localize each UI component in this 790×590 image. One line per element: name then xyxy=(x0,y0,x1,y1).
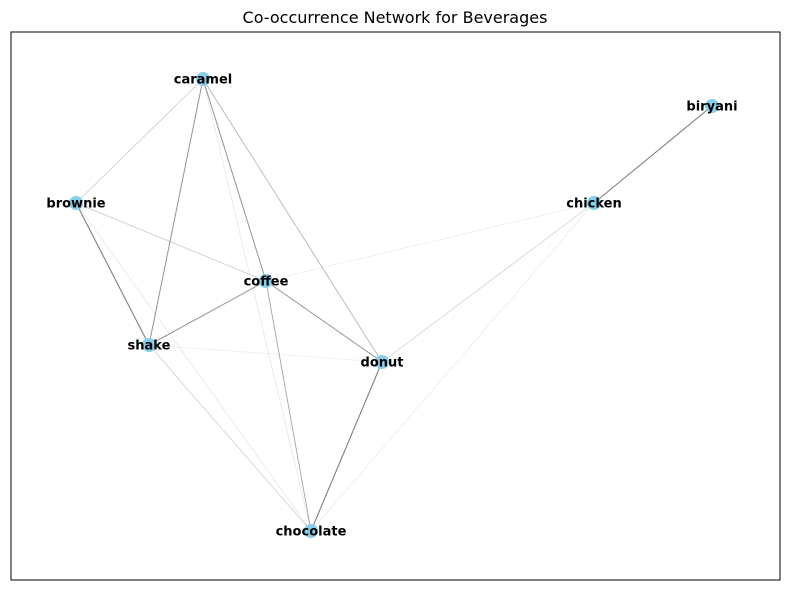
edge-caramel-coffee xyxy=(202,78,267,282)
node-caramel xyxy=(196,72,210,86)
node-label-donut: donut xyxy=(361,356,404,371)
node-chicken xyxy=(587,196,601,210)
edge-shake-chocolate xyxy=(148,344,312,532)
node-label-caramel: caramel xyxy=(174,73,232,88)
edge-donut-chocolate xyxy=(310,361,383,532)
edge-caramel-chocolate xyxy=(202,78,312,532)
edge-caramel-brownie xyxy=(75,78,204,204)
node-brownie xyxy=(69,196,83,210)
edge-brownie-shake xyxy=(75,202,150,346)
nodes-layer xyxy=(69,72,719,538)
edges-layer xyxy=(75,78,713,532)
edge-caramel-donut xyxy=(202,78,383,363)
node-label-brownie: brownie xyxy=(46,197,105,212)
edge-coffee-chocolate xyxy=(265,280,312,532)
edge-shake-coffee xyxy=(148,280,267,346)
edge-shake-donut xyxy=(148,344,383,363)
chart-title: Co-occurrence Network for Beverages xyxy=(243,8,548,27)
edge-coffee-chicken xyxy=(265,202,595,282)
edge-coffee-donut xyxy=(265,280,383,363)
node-donut xyxy=(375,355,389,369)
node-label-biryani: biryani xyxy=(686,100,737,115)
edge-chicken-donut xyxy=(381,202,595,363)
node-label-coffee: coffee xyxy=(244,275,289,290)
edge-brownie-coffee xyxy=(75,202,267,282)
node-biryani xyxy=(705,99,719,113)
edge-biryani-chicken xyxy=(593,105,713,204)
labels-layer: caramel biryani brownie chicken coffee shake d… xyxy=(46,73,737,540)
node-label-chocolate: chocolate xyxy=(276,525,347,540)
node-chocolate xyxy=(304,524,318,538)
node-label-shake: shake xyxy=(128,339,171,354)
edge-caramel-shake xyxy=(148,78,204,346)
node-shake xyxy=(142,338,156,352)
plot-frame xyxy=(10,31,781,581)
node-label-chicken: chicken xyxy=(566,197,622,212)
edge-brownie-chocolate xyxy=(75,202,312,532)
node-coffee xyxy=(259,274,273,288)
edge-chicken-chocolate xyxy=(310,202,595,532)
